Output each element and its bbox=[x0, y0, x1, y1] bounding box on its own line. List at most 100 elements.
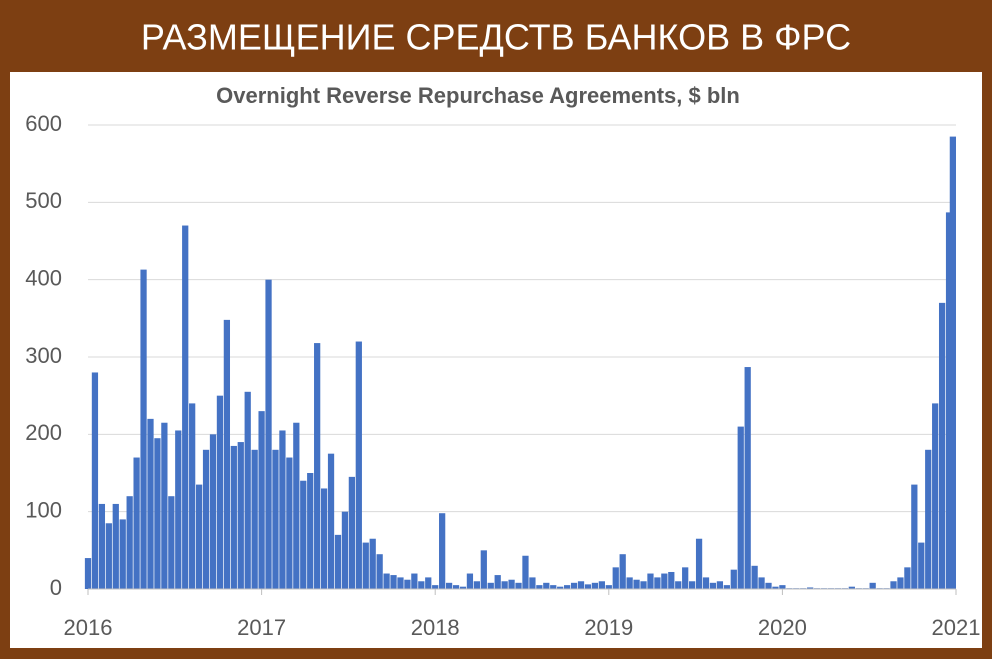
bar bbox=[897, 577, 904, 589]
bar bbox=[369, 538, 376, 589]
bar bbox=[536, 585, 543, 589]
x-tick-label: 2017 bbox=[237, 615, 286, 640]
bar bbox=[258, 411, 265, 589]
bar bbox=[383, 573, 390, 589]
bar bbox=[314, 343, 321, 589]
bar bbox=[925, 449, 932, 589]
y-tick-label: 0 bbox=[50, 575, 62, 600]
bar bbox=[175, 430, 182, 589]
y-tick-label: 100 bbox=[25, 497, 62, 522]
bar bbox=[216, 395, 224, 589]
bar bbox=[265, 279, 272, 589]
bar bbox=[702, 577, 710, 589]
bar bbox=[564, 585, 571, 589]
bar bbox=[612, 567, 619, 589]
bar bbox=[404, 579, 411, 589]
bar bbox=[126, 496, 133, 589]
bar bbox=[98, 503, 106, 589]
bar bbox=[626, 577, 633, 589]
bar bbox=[473, 581, 480, 589]
bar bbox=[765, 582, 772, 589]
bar bbox=[848, 586, 855, 589]
bar bbox=[758, 577, 765, 589]
bar bbox=[202, 449, 210, 589]
bar bbox=[904, 567, 911, 589]
bar bbox=[334, 534, 342, 589]
bar bbox=[661, 573, 668, 589]
bar bbox=[584, 584, 592, 589]
bar bbox=[543, 582, 550, 589]
y-tick-label: 200 bbox=[25, 420, 62, 445]
bar bbox=[675, 581, 682, 589]
bar bbox=[501, 581, 508, 589]
bar bbox=[133, 457, 140, 589]
bar bbox=[140, 269, 147, 589]
bar bbox=[168, 496, 175, 589]
bar bbox=[286, 457, 293, 589]
bar bbox=[557, 586, 564, 589]
bar bbox=[466, 573, 474, 589]
bar bbox=[709, 582, 717, 589]
bar bbox=[591, 582, 599, 589]
bar bbox=[154, 438, 161, 589]
bar bbox=[189, 403, 196, 589]
bar bbox=[362, 542, 369, 589]
bar bbox=[105, 523, 112, 589]
bar bbox=[84, 558, 92, 589]
bar bbox=[723, 585, 730, 589]
bar bbox=[695, 538, 703, 589]
y-tick-label: 600 bbox=[25, 111, 62, 136]
bar bbox=[182, 225, 189, 590]
bar bbox=[327, 453, 335, 589]
bar bbox=[390, 575, 397, 589]
bar bbox=[445, 582, 453, 589]
bar bbox=[807, 587, 814, 589]
bar bbox=[209, 434, 217, 589]
bar bbox=[869, 582, 876, 589]
bar bbox=[938, 302, 946, 589]
bar bbox=[640, 581, 647, 589]
bar bbox=[279, 430, 286, 589]
bar bbox=[772, 586, 779, 589]
bar bbox=[251, 449, 258, 589]
bar bbox=[112, 503, 119, 589]
bar bbox=[161, 422, 168, 589]
x-tick-label: 2016 bbox=[64, 615, 113, 640]
bar bbox=[570, 582, 578, 589]
bar bbox=[272, 449, 279, 589]
chart-title: Overnight Reverse Repurchase Agreements,… bbox=[216, 83, 740, 108]
bar bbox=[633, 579, 640, 589]
bar bbox=[744, 367, 751, 589]
bar bbox=[480, 550, 487, 589]
x-tick-label: 2021 bbox=[932, 615, 981, 640]
bar bbox=[341, 511, 349, 589]
bar bbox=[91, 372, 99, 589]
bar bbox=[751, 565, 758, 589]
bar bbox=[529, 577, 536, 589]
bar bbox=[647, 573, 654, 589]
bar bbox=[307, 473, 314, 589]
bar bbox=[459, 586, 467, 589]
bar bbox=[730, 569, 737, 589]
bar bbox=[598, 581, 605, 589]
y-tick-label: 500 bbox=[25, 188, 62, 213]
bar bbox=[932, 403, 939, 589]
bar bbox=[619, 554, 626, 589]
bar bbox=[397, 577, 404, 589]
bar bbox=[487, 582, 494, 589]
bar bbox=[293, 422, 300, 589]
bar bbox=[737, 426, 744, 589]
bar bbox=[425, 577, 432, 589]
bar bbox=[779, 585, 786, 589]
bar bbox=[355, 341, 362, 589]
bar bbox=[244, 391, 251, 589]
bar bbox=[911, 484, 918, 589]
bar bbox=[300, 480, 307, 589]
bar bbox=[689, 581, 696, 589]
bar bbox=[515, 582, 522, 589]
bar bbox=[522, 555, 529, 589]
bar bbox=[195, 484, 203, 589]
y-tick-label: 400 bbox=[25, 265, 62, 290]
